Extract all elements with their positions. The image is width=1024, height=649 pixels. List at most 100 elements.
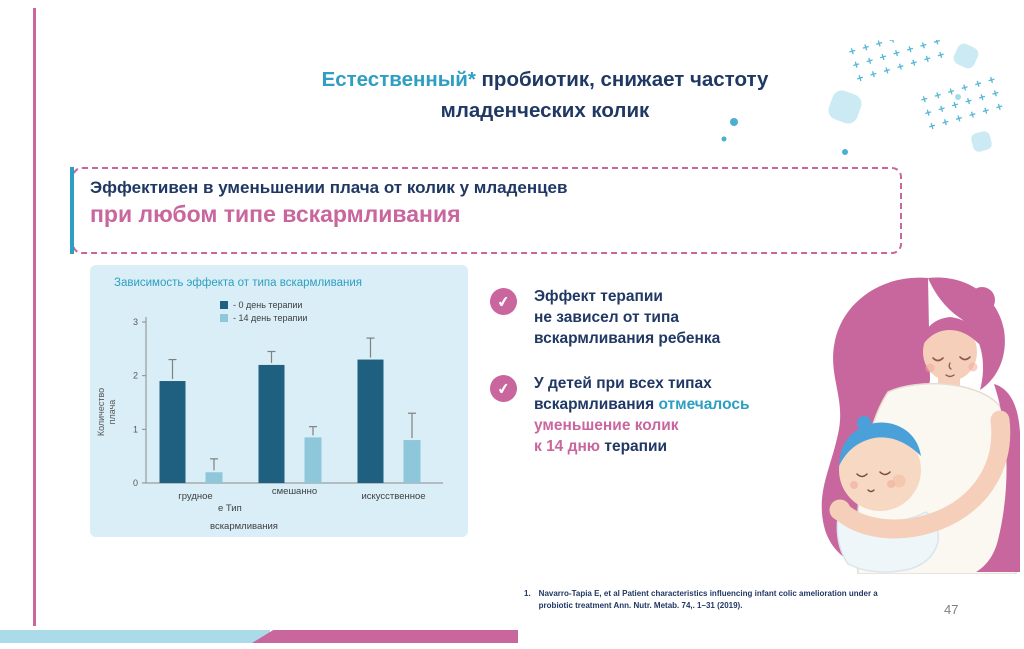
footnote-text: Navarro-Tapia E, et al Patient character… xyxy=(538,589,878,610)
svg-text:+: + xyxy=(927,118,938,133)
mother-hair-bun xyxy=(969,287,995,313)
svg-text:+: + xyxy=(905,42,916,57)
footer-bar-blue xyxy=(0,630,270,643)
svg-text:+: + xyxy=(847,43,858,58)
svg-text:смешанно: смешанно xyxy=(272,486,317,497)
svg-text:+: + xyxy=(963,93,974,108)
legend-swatch-day0 xyxy=(220,301,228,309)
footnote-marker: 1. xyxy=(524,589,531,598)
svg-text:+: + xyxy=(855,70,866,85)
svg-text:+: + xyxy=(994,99,1005,114)
legend-entry-day14: - 14 день терапии xyxy=(220,313,307,323)
baby-hair-curl xyxy=(857,416,871,430)
title-highlight: Естественный* xyxy=(321,68,476,91)
svg-text:+: + xyxy=(874,40,885,51)
svg-text:1: 1 xyxy=(133,424,138,434)
title-rest: пробиотик, снижает частоту xyxy=(475,68,769,91)
mother-arm xyxy=(832,410,1011,539)
footer-bar-pink xyxy=(252,630,518,643)
mother-blush-right xyxy=(968,362,978,372)
bullet-text: У детей при всех типах вскармливания отме… xyxy=(534,375,750,455)
svg-text:+: + xyxy=(954,111,965,126)
baby-eyes-closed xyxy=(856,471,891,478)
svg-text:+: + xyxy=(959,80,970,95)
svg-text:+: + xyxy=(918,40,929,53)
page-number: 47 xyxy=(944,602,959,617)
mother-eyes-closed xyxy=(932,356,971,362)
svg-text:+: + xyxy=(851,57,862,72)
reference-footnote: 1. Navarro-Tapia E, et al Patient charac… xyxy=(524,588,914,611)
bullet-text: Эффект терапии не зависел от типа вскармли… xyxy=(534,288,721,347)
chart-panel: Зависимость эффекта от типа вскармливани… xyxy=(90,265,468,537)
svg-text:0: 0 xyxy=(133,478,138,488)
svg-text:+: + xyxy=(882,63,893,78)
svg-text:+: + xyxy=(901,40,912,43)
svg-text:+: + xyxy=(950,97,961,112)
svg-text:+: + xyxy=(932,40,943,49)
svg-text:+: + xyxy=(977,90,988,105)
legend-label-day0: - 0 день терапии xyxy=(233,300,303,310)
baby-head xyxy=(839,429,921,511)
mother-blush-left xyxy=(925,363,935,373)
svg-text:+: + xyxy=(919,91,930,106)
baby-mouth xyxy=(867,489,875,493)
svg-text:+: + xyxy=(860,40,871,55)
mother-nose xyxy=(948,362,952,370)
svg-text:+: + xyxy=(940,115,951,130)
baby-ear xyxy=(892,474,906,488)
title-line2: младенческих колик xyxy=(440,99,650,122)
chart-legend: - 0 день терапии - 14 день терапии xyxy=(220,300,307,326)
legend-swatch-day14 xyxy=(220,314,228,322)
legend-entry-day0: - 0 день терапии xyxy=(220,300,307,310)
baby-hair xyxy=(839,422,921,466)
svg-text:3: 3 xyxy=(133,317,138,327)
svg-text:2: 2 xyxy=(133,371,138,381)
svg-text:+: + xyxy=(878,49,889,64)
x-axis-label-line1: е Тип xyxy=(218,503,242,514)
svg-text:+: + xyxy=(986,72,997,87)
svg-text:+: + xyxy=(935,47,946,62)
svg-text:+: + xyxy=(923,105,934,120)
svg-text:+: + xyxy=(946,84,957,99)
legend-label-day14: - 14 день терапии xyxy=(233,313,308,323)
svg-text:+: + xyxy=(864,53,875,68)
svg-text:+: + xyxy=(973,76,984,91)
mother-mouth xyxy=(945,374,955,378)
key-points: ✔ Эффект терапии не зависел от типа вскарм… xyxy=(487,285,810,481)
left-accent-line xyxy=(33,8,36,626)
page-title: Естественный* пробиотик, снижает частоту… xyxy=(190,64,900,126)
svg-text:+: + xyxy=(990,86,1001,101)
svg-text:искусственное: искусственное xyxy=(361,491,425,502)
title-line1: Естественный* пробиотик, снижает частоту xyxy=(190,64,900,95)
svg-text:+: + xyxy=(967,107,978,122)
x-axis-label-line2: вскармливания xyxy=(210,521,278,532)
check-icon: ✔ xyxy=(487,285,520,318)
callout-accent-bar xyxy=(70,167,74,254)
svg-text:+: + xyxy=(922,51,933,66)
mother-bangs xyxy=(922,317,979,346)
svg-text:+: + xyxy=(895,59,906,74)
check-icon: ✔ xyxy=(487,372,520,405)
svg-text:+: + xyxy=(868,67,879,82)
mother-hand xyxy=(829,499,851,521)
svg-text:грудное: грудное xyxy=(178,491,212,502)
plus-pattern-decoration: +++++++++++++++++++++++++++++++++++++++ xyxy=(721,40,1005,155)
svg-text:+: + xyxy=(909,55,920,70)
bar-chart: 0 1 2 3 грудное смешанно искусственное xyxy=(133,317,443,502)
baby-blush-right xyxy=(887,480,895,488)
callout-line1: Эффективен в уменьшении плача от колик у… xyxy=(90,178,568,197)
bullet-item: ✔ У детей при всех типах вскармливания от… xyxy=(487,372,810,457)
svg-text:+: + xyxy=(891,45,902,60)
svg-text:+: + xyxy=(981,103,992,118)
baby-blush-left xyxy=(850,481,858,489)
callout-line2: при любом типе вскармливания xyxy=(90,201,461,227)
svg-text:+: + xyxy=(887,40,898,47)
callout-box: Эффективен в уменьшении плача от колик у… xyxy=(70,167,902,254)
bullet-item: ✔ Эффект терапии не зависел от типа вскарм… xyxy=(487,285,810,349)
mother-face xyxy=(923,323,977,381)
chart-title: Зависимость эффекта от типа вскармливани… xyxy=(114,277,362,289)
svg-text:+: + xyxy=(932,88,943,103)
mother-baby-illustration xyxy=(821,277,1020,574)
svg-text:+: + xyxy=(936,101,947,116)
